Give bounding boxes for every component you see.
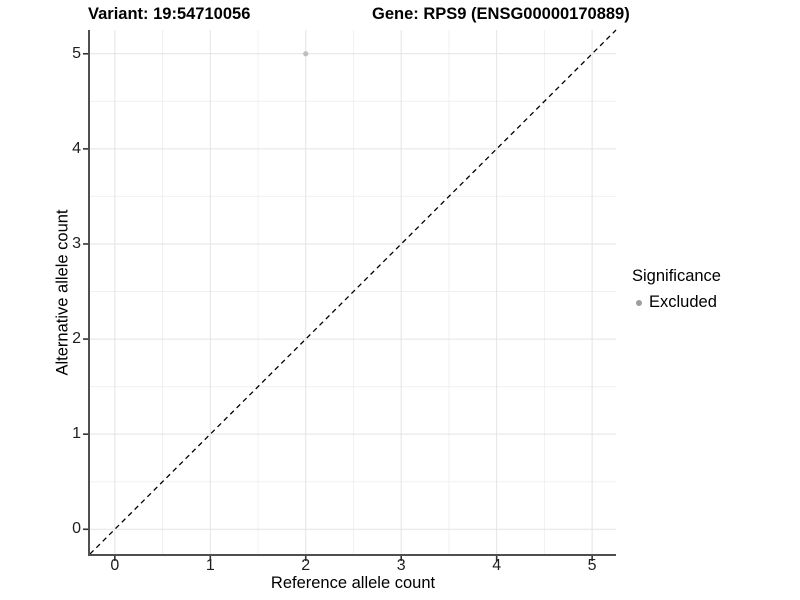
plot-title-variant: Variant: 19:54710056 (88, 5, 251, 23)
y-tick-label: 4 (72, 139, 81, 157)
data-point (303, 51, 309, 57)
plot-title-gene: Gene: RPS9 (ENSG00000170889) (372, 5, 630, 23)
identity-dashed-line (89, 29, 617, 555)
y-axis-title: Alternative allele count (53, 208, 72, 376)
y-tick-label: 5 (72, 44, 81, 62)
legend-items: Excluded (632, 293, 721, 312)
axis-tick-marks (83, 52, 593, 561)
x-tick-label: 3 (396, 557, 406, 574)
y-tick-label: 1 (72, 425, 81, 443)
x-tick-label: 1 (205, 557, 215, 574)
x-tick-label: 4 (492, 557, 502, 574)
legend-item: Excluded (632, 293, 721, 312)
legend-title: Significance (632, 267, 721, 285)
x-tick-label: 2 (301, 557, 311, 574)
minor-gridlines (90, 30, 616, 554)
y-tick-label: 0 (72, 520, 81, 538)
legend: Significance Excluded (632, 267, 721, 312)
series-excluded (303, 51, 309, 57)
y-tick-label: 3 (72, 234, 81, 252)
legend-item-label: Excluded (649, 293, 717, 311)
x-axis-title: Reference allele count (270, 574, 436, 592)
x-tick-label: 5 (587, 557, 597, 574)
x-tick-label: 0 (110, 557, 120, 574)
major-gridlines (90, 30, 616, 554)
legend-marker-dot-icon (636, 299, 642, 306)
y-tick-label: 2 (72, 330, 81, 348)
